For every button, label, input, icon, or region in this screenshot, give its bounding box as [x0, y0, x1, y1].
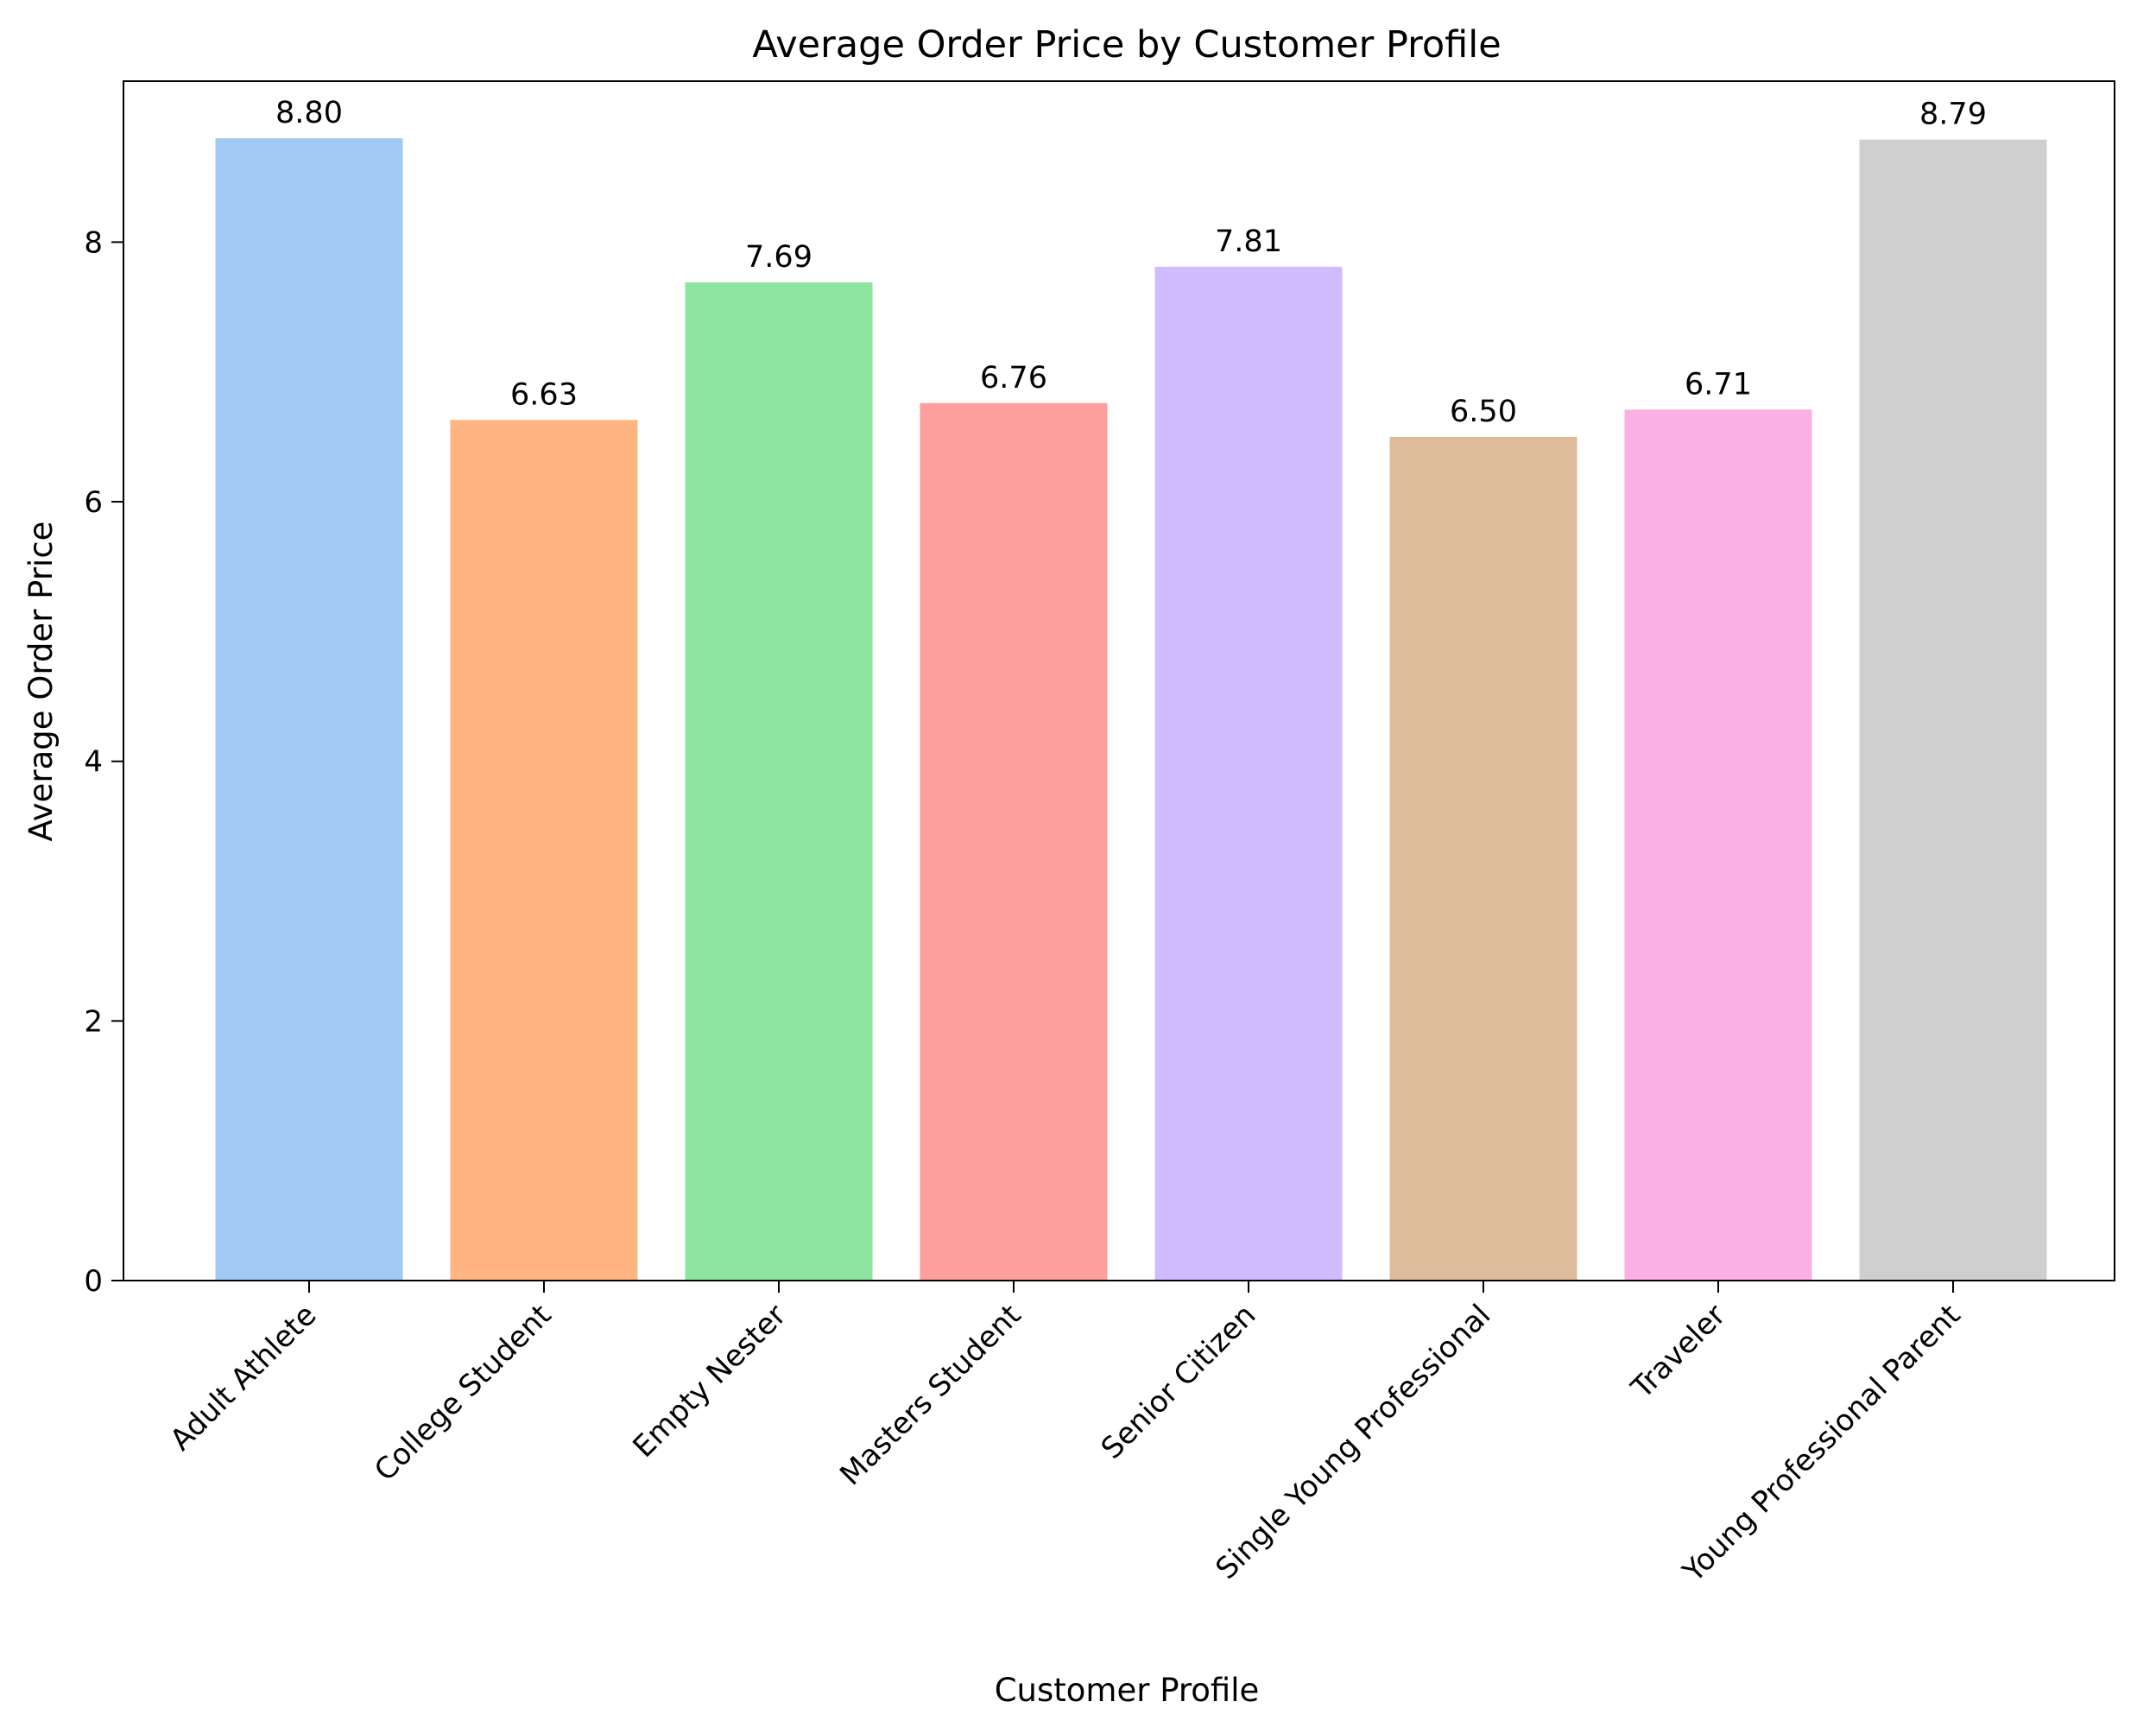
bar-value-label: 6.71: [1685, 367, 1752, 402]
bar-4: [1154, 266, 1343, 1281]
y-axis-label: Average Order Price: [22, 522, 60, 842]
chart-title: Average Order Price by Customer Profile: [752, 23, 1501, 66]
bar-5: [1389, 436, 1577, 1281]
bar-value-label: 6.50: [1450, 395, 1517, 429]
y-tick-label: 6: [84, 485, 103, 520]
bar-1: [450, 420, 638, 1281]
bar-value-label: 8.79: [1919, 98, 1987, 132]
bar-7: [1859, 139, 2047, 1281]
bar-value-label: 7.69: [745, 240, 812, 275]
bar-3: [920, 402, 1108, 1281]
bar-value-label: 8.80: [275, 96, 343, 130]
y-tick-label: 4: [84, 745, 103, 780]
bar-6: [1624, 409, 1812, 1281]
y-tick-label: 0: [84, 1264, 103, 1299]
y-tick-label: 2: [84, 1004, 103, 1039]
x-axis-label: Customer Profile: [995, 1672, 1260, 1709]
bar-0: [215, 138, 403, 1281]
bar-value-label: 7.81: [1215, 225, 1282, 259]
bar-2: [685, 282, 873, 1281]
bar-value-label: 6.76: [980, 361, 1047, 395]
bar-value-label: 6.63: [510, 377, 578, 412]
plot-frame: [123, 80, 2115, 1281]
y-tick-label: 8: [84, 225, 103, 260]
